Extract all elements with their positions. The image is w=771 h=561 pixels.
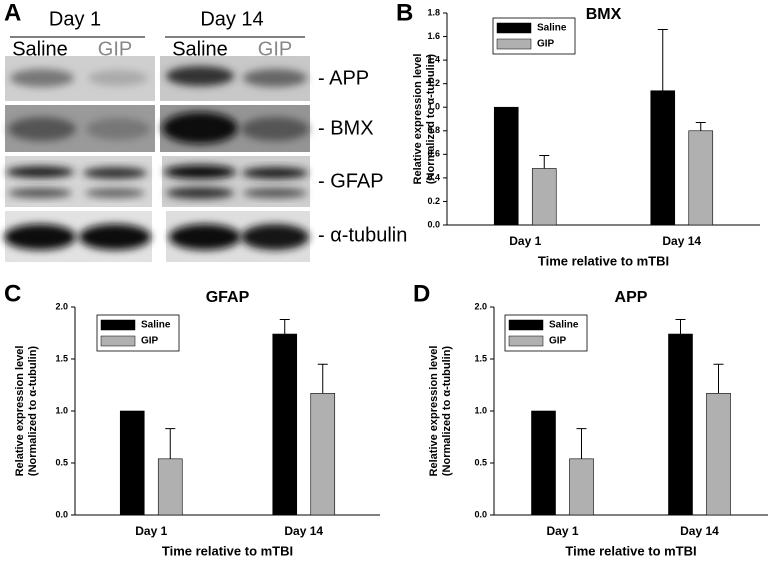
bar [569,458,594,516]
bar [493,106,519,226]
y-tick-label: 1.0 [55,405,68,415]
legend-label: GIP [549,336,567,347]
legend-label: GIP [537,39,555,50]
x-tick-label: Day 14 [680,524,719,538]
legend-label: GIP [141,336,159,347]
error-bar [576,428,587,459]
error-bar [317,363,328,394]
y-tick-label: 1.8 [427,7,440,17]
error-bar [675,318,686,335]
lane-label: GIP [258,38,292,60]
y-tick-label: 1.6 [427,31,440,41]
x-tick-label: Day 14 [284,524,323,538]
error-bar [713,363,724,394]
legend-label: Saline [537,23,567,34]
panel-letter: A [4,0,21,26]
y-tick-label: 0.0 [427,219,440,229]
error-bar [695,122,706,131]
lane-label: Saline [12,38,68,60]
lane-label: GIP [98,38,132,60]
y-tick-label: 0.4 [427,172,440,182]
legend-swatch [508,319,544,331]
y-axis-label: Relative expression level [428,346,440,477]
bar [310,393,336,516]
day-label: Day 1 [49,8,101,30]
y-tick-label: 0.2 [427,196,440,206]
y-tick-label: 2.0 [55,301,68,311]
bar [668,333,693,516]
y-tick-label: 1.4 [427,54,440,64]
x-tick-label: Day 1 [135,524,167,538]
panel-letter: C [4,280,21,307]
legend-swatch [100,319,136,331]
chart-title: BMX [586,6,622,23]
legend-swatch [508,335,544,347]
bar [706,393,731,516]
y-tick-label: 1.5 [474,353,487,363]
error-bar [539,155,550,169]
y-tick-label: 0.5 [474,457,487,467]
y-tick-label: 2.0 [474,301,487,311]
protein-label: - APP [318,67,369,89]
y-axis-label: (Normalized to α-tubulin) [425,54,437,185]
x-tick-label: Day 1 [546,524,578,538]
x-axis-label: Time relative to mTBI [538,253,669,268]
bar [531,168,557,226]
bar [119,410,145,516]
bar [650,90,676,226]
x-tick-label: Day 14 [662,234,701,248]
legend-swatch [496,38,532,50]
bar [272,333,298,516]
legend-label: Saline [141,320,171,331]
y-tick-label: 0.5 [55,457,68,467]
y-axis-label: (Normalized to α-tubulin) [27,346,39,477]
error-bar [165,428,176,459]
y-tick-label: 0.6 [427,149,440,159]
y-tick-label: 1.0 [474,405,487,415]
blot-image [4,56,310,262]
y-tick-label: 1.5 [55,353,68,363]
bar [157,458,183,516]
chart-title: GFAP [206,289,250,306]
bar [688,130,714,226]
panel-letter: B [396,0,413,26]
y-tick-label: 1.0 [427,102,440,112]
y-axis-label: Relative expression level [412,54,424,185]
y-tick-label: 0.0 [474,509,487,519]
error-bar [279,318,290,335]
legend-swatch [496,22,532,34]
bar [531,410,556,516]
legend-swatch [100,335,136,347]
legend-label: Saline [549,320,579,331]
y-tick-label: 0.8 [427,125,440,135]
chart-title: APP [615,289,648,306]
lane-label: Saline [172,38,228,60]
protein-label: - α-tubulin [318,224,407,246]
x-tick-label: Day 1 [509,234,541,248]
blot-panel: A Day 1 Day 14 Saline GIP Saline GIP - A… [4,0,407,262]
x-axis-label: Time relative to mTBI [565,543,696,558]
day-label: Day 14 [200,8,263,30]
panel-letter: D [413,280,430,307]
y-axis-label: (Normalized to α-tubulin) [441,346,453,477]
y-axis-label: Relative expression level [14,346,26,477]
protein-label: - BMX [318,117,374,139]
y-tick-label: 1.2 [427,78,440,88]
error-bar [657,28,668,91]
x-axis-label: Time relative to mTBI [162,543,293,558]
protein-label: - GFAP [318,170,384,192]
y-tick-label: 0.0 [55,509,68,519]
